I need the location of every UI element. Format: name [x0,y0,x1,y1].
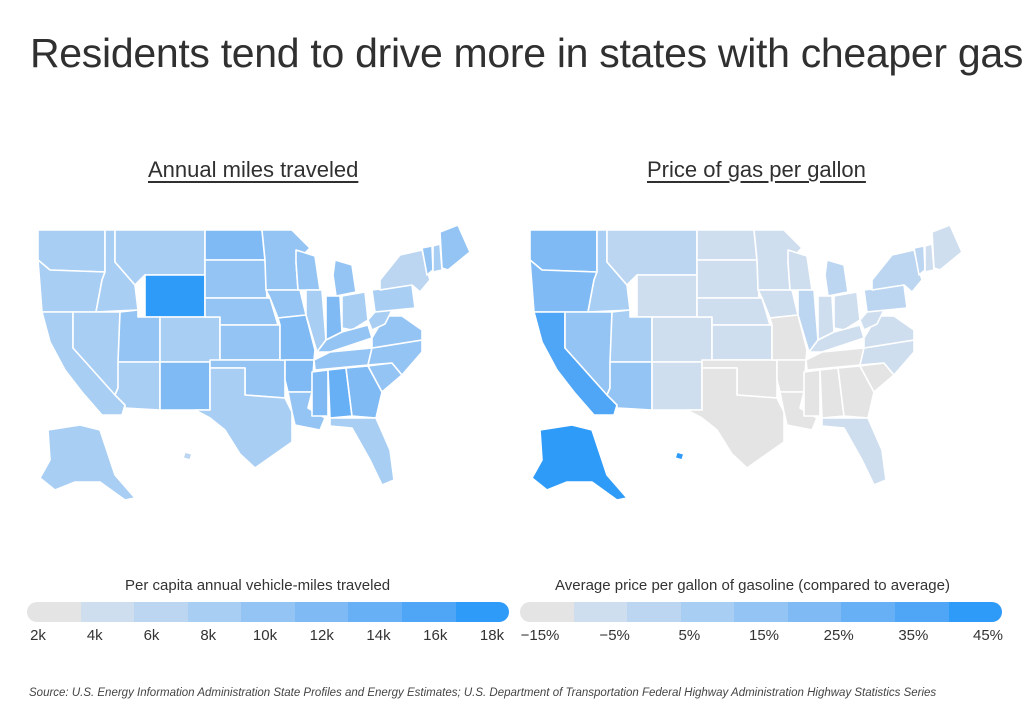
miles-legend-ticks: 2k 4k 6k 8k 10k 12k 14k 16k 18k [0,627,1024,647]
miles-state-hi [182,451,193,461]
price-state-ar [776,359,807,393]
miles-state-mi [332,259,357,297]
miles-tick-label: 12k [309,627,334,644]
price-tick-label: 45% [972,627,1004,644]
miles-state-wa [37,229,106,273]
miles-legend-bar [27,602,509,622]
miles-state-nm [159,361,211,411]
price-state-wi [787,249,813,291]
miles-state-ga [345,365,383,419]
miles-tick-label: 14k [366,627,391,644]
miles-tick-label: 16k [423,627,448,644]
right-legend-label: Average price per gallon of gasoline (co… [555,577,950,594]
price-state-wy [636,274,698,318]
miles-legend-swatch [241,602,295,622]
miles-state-pa [371,284,416,313]
price-legend-swatch [841,602,895,622]
price-state-ga [837,365,875,419]
miles-tick-label: 8k [200,627,217,644]
miles-legend-swatch [294,602,349,622]
right-map-title: Price of gas per gallon [647,157,866,182]
price-legend-bar [520,602,1002,622]
miles-legend-swatch [401,602,456,622]
miles-state-oh [341,291,369,331]
price-legend-swatch [894,602,949,622]
price-state-mi [824,259,849,297]
miles-state-wi [295,249,321,291]
price-legend-swatch [948,602,1002,622]
miles-state-sd [204,259,268,299]
miles-state-nh [432,243,443,273]
miles-tick-label: 10k [252,627,278,644]
miles-state-nd [204,229,266,261]
left-map-title: Annual miles traveled [148,157,359,182]
miles-legend-swatch [27,602,81,622]
miles-tick-label: 18k [479,627,505,644]
price-legend-swatch [680,602,735,622]
miles-state-tx [194,367,293,469]
miles-legend-swatch [134,602,188,622]
price-state-nh [924,243,935,273]
gas-price-map [529,224,963,501]
price-tick-label: 5% [678,627,701,644]
price-state-tx [686,367,785,469]
price-state-me [931,224,963,271]
price-state-hi [674,451,685,461]
source-note: Source: U.S. Energy Information Administ… [29,687,937,699]
miles-state-ms [311,369,329,417]
price-state-fl [821,417,887,486]
miles-tick-label: 6k [143,627,160,644]
chart-title: Residents tend to drive more in states w… [30,30,1024,76]
miles-legend-swatch [187,602,242,622]
price-state-az [606,361,653,411]
miles-state-az [114,361,161,411]
miles-legend-swatch [455,602,509,622]
price-state-co [651,316,713,363]
price-tick-label: −5% [599,627,630,644]
price-state-nd [696,229,758,261]
price-state-pa [863,284,908,313]
price-state-nm [651,361,703,411]
price-state-oh [833,291,861,331]
miles-tick-label: 2k [30,627,46,644]
price-state-ks [711,324,773,361]
miles-state-ak [39,424,136,501]
price-tick-label: −15% [520,627,560,644]
price-legend-swatch [627,602,681,622]
left-legend-label: Per capita annual vehicle-miles traveled [125,577,391,594]
price-tick-label: 25% [823,627,854,644]
price-state-ut [609,309,653,363]
miles-state-ut [117,309,161,363]
miles-state-wy [144,274,206,318]
price-legend-swatch [734,602,788,622]
price-legend-swatch [520,602,574,622]
miles-state-ar [284,359,315,393]
price-legend-ticks: −15% −5% 5% 15% 25% 35% 45% [0,627,1024,647]
miles-tick-label: 4k [86,627,103,644]
price-state-ms [803,369,821,417]
miles-state-me [439,224,471,271]
price-tick-label: 35% [898,627,929,644]
miles-state-fl [329,417,395,486]
price-tick-label: 15% [748,627,780,644]
price-state-ny [871,249,923,293]
price-state-sd [696,259,760,299]
miles-traveled-map [37,224,471,501]
price-legend-swatch [787,602,842,622]
price-state-ak [531,424,628,501]
miles-legend-swatch [80,602,135,622]
price-state-wa [529,229,598,273]
miles-state-ny [379,249,431,293]
price-legend-swatch [573,602,628,622]
miles-state-ks [219,324,281,361]
miles-state-co [159,316,221,363]
miles-legend-swatch [348,602,402,622]
